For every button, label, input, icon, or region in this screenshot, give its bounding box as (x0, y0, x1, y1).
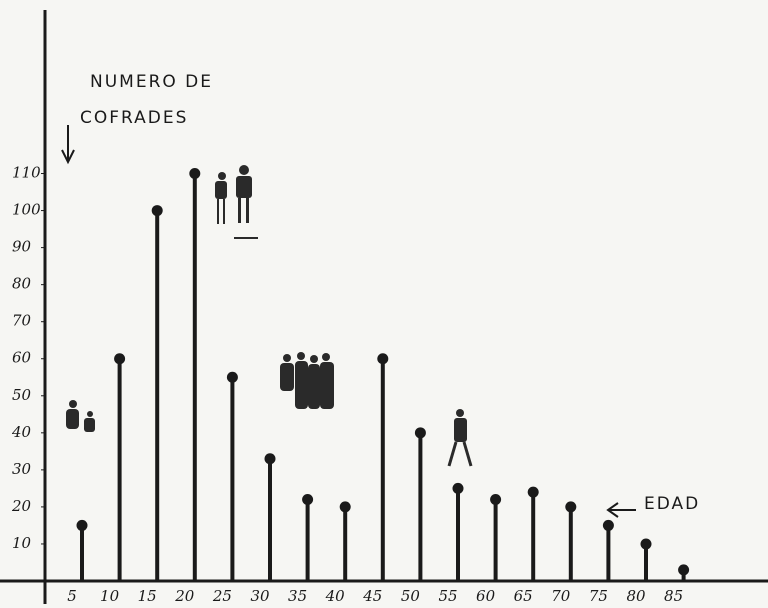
x-tick-label: 25 (212, 587, 232, 605)
x-tick-label: 15 (138, 587, 157, 605)
y-tick-label: 20 (11, 497, 32, 515)
dot (76, 519, 88, 531)
x-tick-label: 20 (174, 587, 195, 605)
illustration (66, 165, 473, 467)
x-tick-label: 45 (362, 587, 382, 605)
dot (640, 538, 652, 550)
dot (565, 501, 577, 513)
y-tick-label: 50 (12, 386, 32, 404)
dot (302, 494, 314, 506)
y-axis-label: COFRADES (80, 108, 188, 128)
y-tick-label: 60 (12, 349, 32, 367)
x-tick-label: 80 (626, 587, 646, 605)
arrow (61, 125, 75, 165)
x-tick-label: 85 (664, 587, 683, 605)
y-tick-label: 10 (12, 534, 32, 552)
dot (114, 353, 126, 365)
x-axis-label: EDAD (644, 494, 700, 514)
arrow (606, 502, 636, 518)
dot (264, 453, 276, 465)
y-tick-label: 100 (12, 201, 41, 219)
dot (602, 519, 614, 531)
dot (226, 371, 238, 383)
x-tick-label: 70 (551, 587, 571, 605)
x-tick-label: 50 (401, 587, 421, 605)
y-tick-label: 40 (11, 423, 32, 441)
dot (490, 494, 502, 506)
y-tick-label: 30 (12, 460, 32, 478)
dot (189, 168, 201, 180)
dot (151, 205, 163, 217)
dot (527, 486, 539, 498)
x-tick-label: 40 (325, 587, 346, 605)
dot (452, 482, 464, 494)
dot (339, 501, 351, 513)
x-tick-label: 10 (100, 587, 120, 605)
x-tick-label: 60 (476, 587, 496, 605)
y-tick-label: 70 (12, 312, 32, 330)
dot (377, 353, 389, 365)
y-tick-label: 110 (12, 164, 41, 182)
x-tick-label: 55 (438, 587, 457, 605)
y-tick-label: 90 (12, 238, 32, 256)
x-tick-label: 65 (514, 587, 533, 605)
y-axis-label: NUMERO DE (90, 72, 213, 92)
x-tick-label: 30 (250, 587, 270, 605)
y-tick-label: 80 (12, 275, 32, 293)
x-tick-label: 35 (288, 587, 307, 605)
x-tick-label: 75 (589, 587, 608, 605)
dot (414, 427, 426, 439)
dot (678, 564, 690, 576)
x-tick-label: 5 (67, 587, 77, 605)
